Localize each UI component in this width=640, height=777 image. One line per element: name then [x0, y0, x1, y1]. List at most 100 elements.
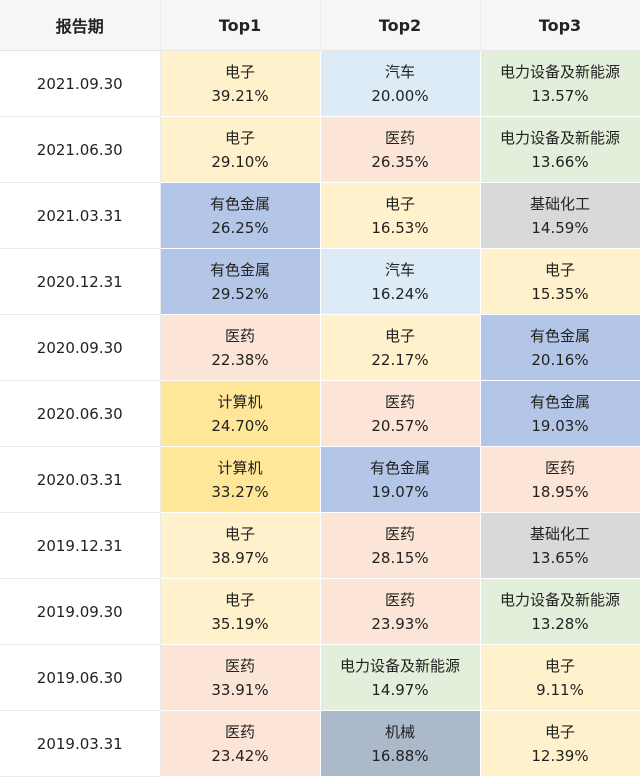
table-row: 2020.03.31 计算机 33.27% 有色金属 19.07% 医药 18.95%	[0, 446, 640, 513]
industry-percent: 14.97%	[371, 680, 429, 699]
industry-name: 电子	[384, 194, 415, 213]
top3-cell: 电子 15.35%	[480, 248, 640, 315]
industry-name: 电子	[544, 260, 575, 279]
report-date-cell: 2019.12.31	[0, 512, 161, 579]
industry-name: 有色金属	[529, 326, 590, 345]
table-row: 2019.09.30 电子 35.19% 医药 23.93% 电力设备及新能源 13.28%	[0, 578, 640, 645]
industry-name: 电子	[224, 590, 255, 609]
table-row: 2020.09.30 医药 22.38% 电子 22.17% 有色金属 20.16%	[0, 314, 640, 381]
industry-percent: 14.59%	[531, 218, 589, 237]
report-date-cell: 2020.12.31	[0, 248, 161, 315]
report-date-cell: 2019.06.30	[0, 644, 161, 711]
industry-percent: 16.24%	[371, 284, 429, 303]
top1-cell: 有色金属 26.25%	[160, 182, 321, 249]
industry-name: 电子	[224, 524, 255, 543]
industry-name: 电子	[224, 128, 255, 147]
top3-cell: 有色金属 19.03%	[480, 380, 640, 447]
top2-cell: 医药 23.93%	[320, 578, 481, 645]
top1-cell: 有色金属 29.52%	[160, 248, 321, 315]
industry-percent: 26.25%	[211, 218, 269, 237]
industry-name: 医药	[224, 656, 255, 675]
top3-cell: 有色金属 20.16%	[480, 314, 640, 381]
industry-percent: 22.38%	[211, 350, 269, 369]
table-header: 报告期 Top1 Top2 Top3	[0, 0, 640, 51]
report-date-cell: 2020.03.31	[0, 446, 161, 513]
top2-cell: 医药 26.35%	[320, 116, 481, 183]
industry-percent: 38.97%	[211, 548, 269, 567]
report-date-cell: 2021.03.31	[0, 182, 161, 249]
industry-percent: 23.42%	[211, 746, 269, 765]
industry-name: 机械	[384, 722, 415, 741]
industry-percent: 29.52%	[211, 284, 269, 303]
table-body: 2021.09.30 电子 39.21% 汽车 20.00% 电力设备及新能源 13.57%…	[0, 50, 640, 777]
industry-percent: 13.28%	[531, 614, 589, 633]
industry-name: 汽车	[384, 62, 415, 81]
top3-cell: 电力设备及新能源 13.57%	[480, 50, 640, 117]
industry-percent: 33.27%	[211, 482, 269, 501]
report-date-cell: 2019.09.30	[0, 578, 161, 645]
top2-cell: 医药 20.57%	[320, 380, 481, 447]
industry-name: 电力设备及新能源	[339, 656, 460, 675]
industry-name: 医药	[224, 722, 255, 741]
industry-name: 基础化工	[529, 524, 590, 543]
top1-cell: 计算机 33.27%	[160, 446, 321, 513]
report-date-cell: 2021.06.30	[0, 116, 161, 183]
top3-cell: 电子 12.39%	[480, 710, 640, 777]
table-row: 2019.12.31 电子 38.97% 医药 28.15% 基础化工 13.65%	[0, 512, 640, 579]
industry-percent: 16.88%	[371, 746, 429, 765]
industry-percent: 23.93%	[371, 614, 429, 633]
industry-name: 医药	[384, 524, 415, 543]
table-row: 2021.03.31 有色金属 26.25% 电子 16.53% 基础化工 14.59%	[0, 182, 640, 249]
table-row: 2020.06.30 计算机 24.70% 医药 20.57% 有色金属 19.03%	[0, 380, 640, 447]
industry-percent: 12.39%	[531, 746, 589, 765]
top3-cell: 电子 9.11%	[480, 644, 640, 711]
report-date-cell: 2020.09.30	[0, 314, 161, 381]
industry-percent: 15.35%	[531, 284, 589, 303]
header-top3: Top3	[480, 0, 640, 51]
header-row: 报告期 Top1 Top2 Top3	[0, 0, 640, 51]
industry-percent: 16.53%	[371, 218, 429, 237]
industry-percent: 29.10%	[211, 152, 269, 171]
top3-cell: 电力设备及新能源 13.28%	[480, 578, 640, 645]
industry-percent: 35.19%	[211, 614, 269, 633]
industry-name: 电力设备及新能源	[499, 590, 620, 609]
table-row: 2019.03.31 医药 23.42% 机械 16.88% 电子 12.39%	[0, 710, 640, 777]
top1-cell: 电子 38.97%	[160, 512, 321, 579]
industry-percent: 13.57%	[531, 86, 589, 105]
industry-percent: 19.07%	[371, 482, 429, 501]
industry-name: 有色金属	[369, 458, 430, 477]
industry-name: 电力设备及新能源	[499, 128, 620, 147]
top1-cell: 电子 39.21%	[160, 50, 321, 117]
industry-percent: 39.21%	[211, 86, 269, 105]
report-date-cell: 2019.03.31	[0, 710, 161, 777]
industry-name: 有色金属	[529, 392, 590, 411]
top2-cell: 汽车 16.24%	[320, 248, 481, 315]
top3-cell: 基础化工 13.65%	[480, 512, 640, 579]
industry-name: 有色金属	[209, 194, 270, 213]
top2-cell: 电子 22.17%	[320, 314, 481, 381]
top3-cell: 电力设备及新能源 13.66%	[480, 116, 640, 183]
table-row: 2020.12.31 有色金属 29.52% 汽车 16.24% 电子 15.35%	[0, 248, 640, 315]
report-date-cell: 2021.09.30	[0, 50, 161, 117]
industry-name: 医药	[384, 392, 415, 411]
header-report-period: 报告期	[0, 0, 161, 51]
table-row: 2021.09.30 电子 39.21% 汽车 20.00% 电力设备及新能源 13.57%	[0, 50, 640, 117]
top1-cell: 医药 22.38%	[160, 314, 321, 381]
industry-name: 电子	[544, 656, 575, 675]
industry-percent: 20.16%	[531, 350, 589, 369]
industry-percent: 18.95%	[531, 482, 589, 501]
top2-cell: 汽车 20.00%	[320, 50, 481, 117]
industry-name: 医药	[224, 326, 255, 345]
industry-name: 电子	[224, 62, 255, 81]
industry-name: 汽车	[384, 260, 415, 279]
industry-percent: 9.11%	[536, 680, 584, 699]
industry-percent: 33.91%	[211, 680, 269, 699]
top1-cell: 医药 33.91%	[160, 644, 321, 711]
report-date-cell: 2020.06.30	[0, 380, 161, 447]
header-top1: Top1	[160, 0, 321, 51]
industry-percent: 28.15%	[371, 548, 429, 567]
top2-cell: 电子 16.53%	[320, 182, 481, 249]
top3-cell: 基础化工 14.59%	[480, 182, 640, 249]
industry-name: 电子	[384, 326, 415, 345]
